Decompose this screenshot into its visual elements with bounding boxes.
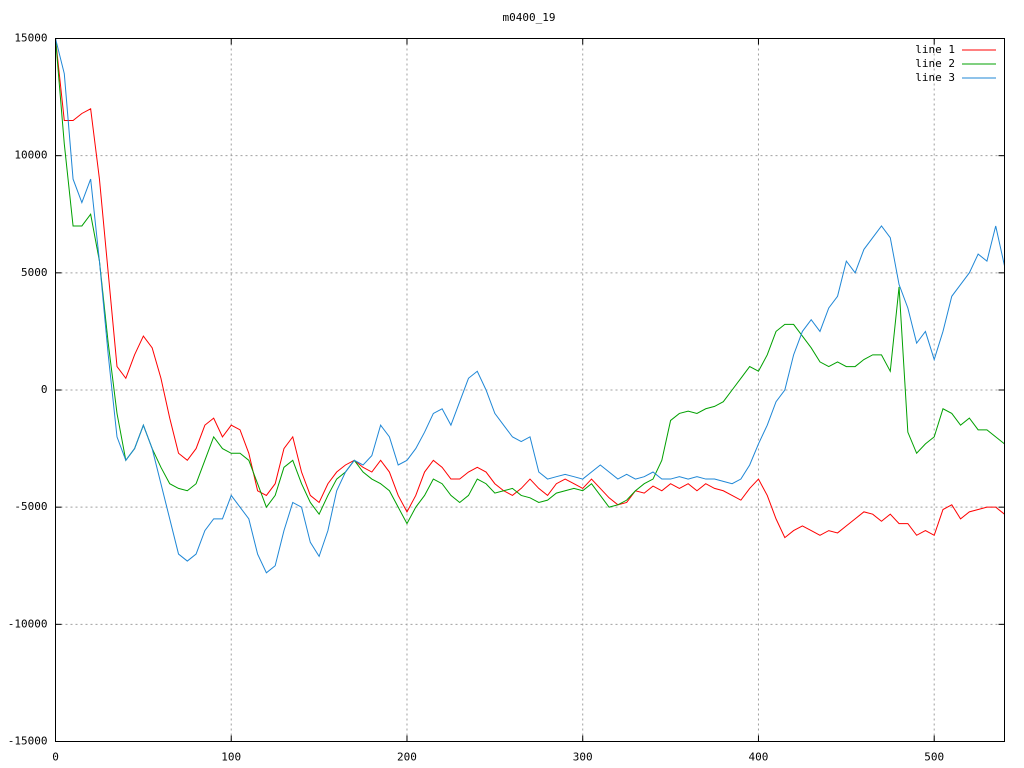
y-tick-label: -15000: [8, 735, 48, 748]
data-line: [55, 38, 1004, 525]
y-tick-label: -10000: [8, 617, 48, 630]
y-tick-label: 15000: [14, 32, 47, 45]
x-tick-label: 500: [924, 751, 944, 764]
x-tick-label: 400: [749, 751, 769, 764]
y-tick-label: -5000: [14, 500, 47, 513]
legend-label: line 3: [915, 71, 955, 84]
legend-label: line 1: [915, 43, 955, 56]
data-line: [55, 38, 1004, 574]
chart-title: m0400_19: [503, 11, 556, 24]
y-tick-label: 10000: [14, 149, 47, 162]
legend-label: line 2: [915, 57, 955, 70]
data-line: [55, 38, 1004, 539]
x-tick-label: 300: [573, 751, 593, 764]
y-tick-label: 5000: [21, 266, 48, 279]
x-tick-label: 0: [52, 751, 59, 764]
y-tick-label: 0: [41, 383, 48, 396]
x-tick-label: 200: [397, 751, 417, 764]
x-tick-label: 100: [221, 751, 241, 764]
